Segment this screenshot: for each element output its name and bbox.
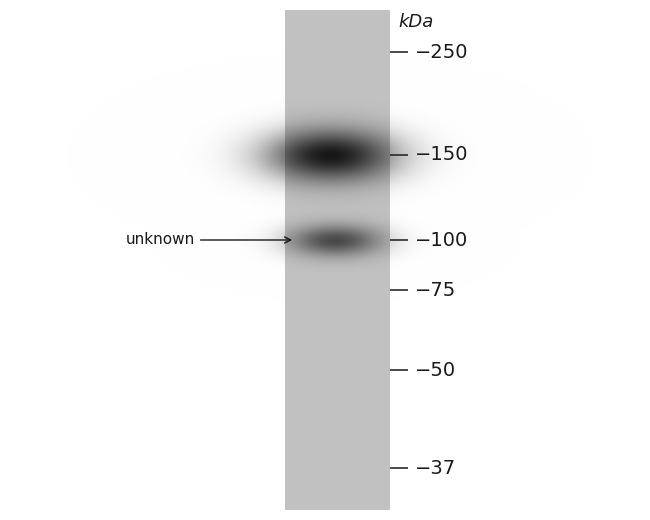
- Text: −50: −50: [415, 360, 456, 380]
- Text: −250: −250: [415, 43, 469, 61]
- Text: kDa: kDa: [398, 13, 434, 31]
- Text: −150: −150: [415, 146, 469, 164]
- Text: unknown: unknown: [125, 232, 291, 248]
- Text: −37: −37: [415, 459, 456, 477]
- Text: −75: −75: [415, 280, 456, 300]
- Text: −100: −100: [415, 230, 468, 250]
